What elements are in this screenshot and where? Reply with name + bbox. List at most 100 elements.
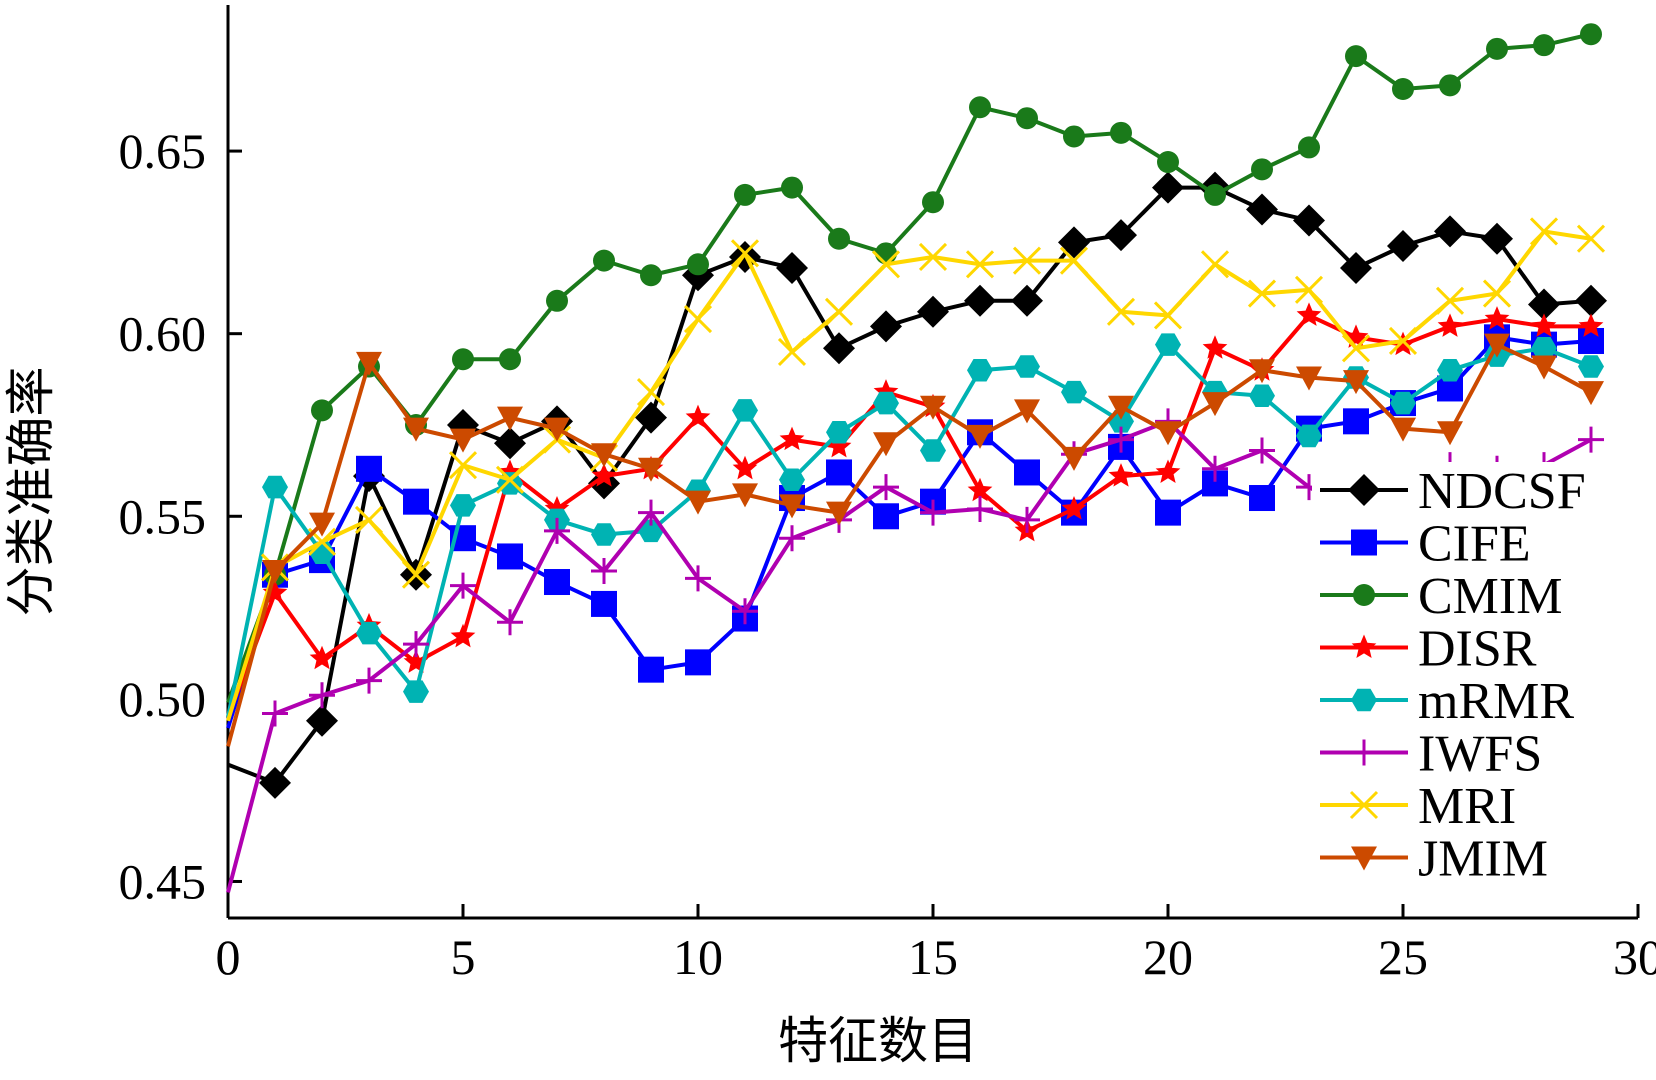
data-point-cmim bbox=[969, 96, 991, 118]
data-point-jmim bbox=[873, 432, 899, 456]
y-tick-label: 0.55 bbox=[119, 488, 207, 544]
data-point-jmim bbox=[685, 491, 711, 515]
data-point-cife bbox=[1014, 459, 1040, 485]
data-point-mrmr bbox=[1014, 355, 1040, 378]
data-point-mri bbox=[450, 452, 476, 478]
data-point-mrmr bbox=[967, 359, 993, 382]
x-tick-label: 30 bbox=[1613, 929, 1656, 985]
data-point-cife bbox=[685, 649, 711, 675]
data-point-cmim bbox=[922, 191, 944, 213]
data-point-cife bbox=[356, 456, 382, 482]
data-point-cmim bbox=[828, 228, 850, 250]
data-point-ndcsf bbox=[964, 285, 996, 317]
data-point-cife bbox=[403, 489, 429, 515]
data-point-cmim bbox=[1110, 122, 1132, 144]
data-point-cmim bbox=[687, 253, 709, 275]
data-point-ndcsf bbox=[1387, 230, 1419, 262]
data-point-mrmr bbox=[403, 680, 429, 703]
data-point-cmim bbox=[1016, 107, 1038, 129]
data-point-ndcsf bbox=[917, 296, 949, 328]
data-point-cmim bbox=[1063, 125, 1085, 147]
data-point-cife bbox=[497, 543, 523, 569]
data-point-cmim bbox=[499, 348, 521, 370]
data-point-cmim bbox=[1251, 158, 1273, 180]
y-tick-label: 0.50 bbox=[119, 671, 207, 727]
data-point-mrmr bbox=[732, 399, 758, 422]
data-point-cmim bbox=[593, 250, 615, 272]
x-axis-title: 特征数目 bbox=[778, 1013, 978, 1069]
data-point-cmim bbox=[1392, 78, 1414, 100]
data-point-mri bbox=[826, 299, 852, 325]
data-point-jmim bbox=[1578, 381, 1604, 405]
data-point-cmim bbox=[1157, 151, 1179, 173]
data-point-mri bbox=[779, 339, 805, 365]
data-point-jmim bbox=[1531, 356, 1557, 380]
legend-label-iwfs: IWFS bbox=[1418, 726, 1542, 783]
y-tick-label: 0.65 bbox=[119, 123, 207, 179]
data-point-cife bbox=[1343, 408, 1369, 434]
data-point-ndcsf bbox=[823, 332, 855, 364]
data-point-mrmr bbox=[356, 622, 382, 645]
data-point-cmim bbox=[311, 399, 333, 421]
data-point-cife bbox=[873, 503, 899, 529]
legend-label-ndcsf: NDCSF bbox=[1418, 463, 1586, 520]
data-point-mrmr bbox=[450, 494, 476, 517]
data-point-ndcsf bbox=[1481, 223, 1513, 255]
y-tick-label: 0.60 bbox=[119, 306, 207, 362]
data-point-cmim bbox=[1580, 23, 1602, 45]
data-point-ndcsf bbox=[259, 767, 291, 799]
y-tick-label: 0.45 bbox=[119, 853, 207, 909]
data-point-iwfs bbox=[873, 474, 899, 500]
legend-label-cife: CIFE bbox=[1418, 516, 1531, 573]
data-point-cmim bbox=[875, 242, 897, 264]
x-tick-label: 0 bbox=[216, 929, 241, 985]
data-point-cmim bbox=[781, 177, 803, 199]
data-point-cife bbox=[591, 591, 617, 617]
data-point-cmim bbox=[1486, 38, 1508, 60]
data-point-ndcsf bbox=[1434, 215, 1466, 247]
data-point-disr bbox=[451, 624, 476, 648]
legend-label-disr: DISR bbox=[1418, 621, 1537, 678]
data-point-ndcsf bbox=[1246, 194, 1278, 226]
x-tick-label: 25 bbox=[1378, 929, 1428, 985]
data-point-ndcsf bbox=[494, 427, 526, 459]
data-point-mri bbox=[1202, 251, 1228, 277]
data-point-disr bbox=[1438, 313, 1463, 337]
data-point-ndcsf bbox=[870, 310, 902, 342]
data-point-cmim bbox=[1298, 136, 1320, 158]
legend-label-mri: MRI bbox=[1418, 778, 1516, 835]
data-point-mrmr bbox=[1578, 355, 1604, 378]
data-point-cmim bbox=[1439, 74, 1461, 96]
x-tick-label: 15 bbox=[908, 929, 958, 985]
legend-label-jmim: JMIM bbox=[1418, 831, 1548, 888]
data-point-cife bbox=[544, 569, 570, 595]
data-point-ndcsf bbox=[1575, 285, 1607, 317]
data-point-cife bbox=[1155, 500, 1181, 526]
data-point-mrmr bbox=[262, 476, 288, 499]
legend-marker-cmim bbox=[1353, 584, 1375, 606]
data-point-disr bbox=[1156, 459, 1181, 483]
data-point-cife bbox=[638, 657, 664, 683]
data-point-cmim bbox=[1345, 45, 1367, 67]
legend-label-cmim: CMIM bbox=[1418, 568, 1562, 625]
legend-label-mrmr: mRMR bbox=[1418, 673, 1574, 730]
data-point-mrmr bbox=[591, 523, 617, 546]
data-point-disr bbox=[1203, 335, 1228, 359]
data-point-cmim bbox=[546, 290, 568, 312]
data-point-cife bbox=[826, 459, 852, 485]
data-point-iwfs bbox=[262, 700, 288, 726]
data-point-cife bbox=[1249, 485, 1275, 511]
data-point-cmim bbox=[734, 184, 756, 206]
data-point-cmim bbox=[640, 264, 662, 286]
data-point-iwfs bbox=[1578, 427, 1604, 453]
data-point-cmim bbox=[452, 348, 474, 370]
x-tick-label: 20 bbox=[1143, 929, 1193, 985]
data-point-disr bbox=[1297, 302, 1322, 326]
data-point-mri bbox=[685, 306, 711, 332]
x-tick-label: 5 bbox=[451, 929, 476, 985]
data-point-cmim bbox=[1533, 34, 1555, 56]
data-point-ndcsf bbox=[306, 705, 338, 737]
x-tick-label: 10 bbox=[673, 929, 723, 985]
